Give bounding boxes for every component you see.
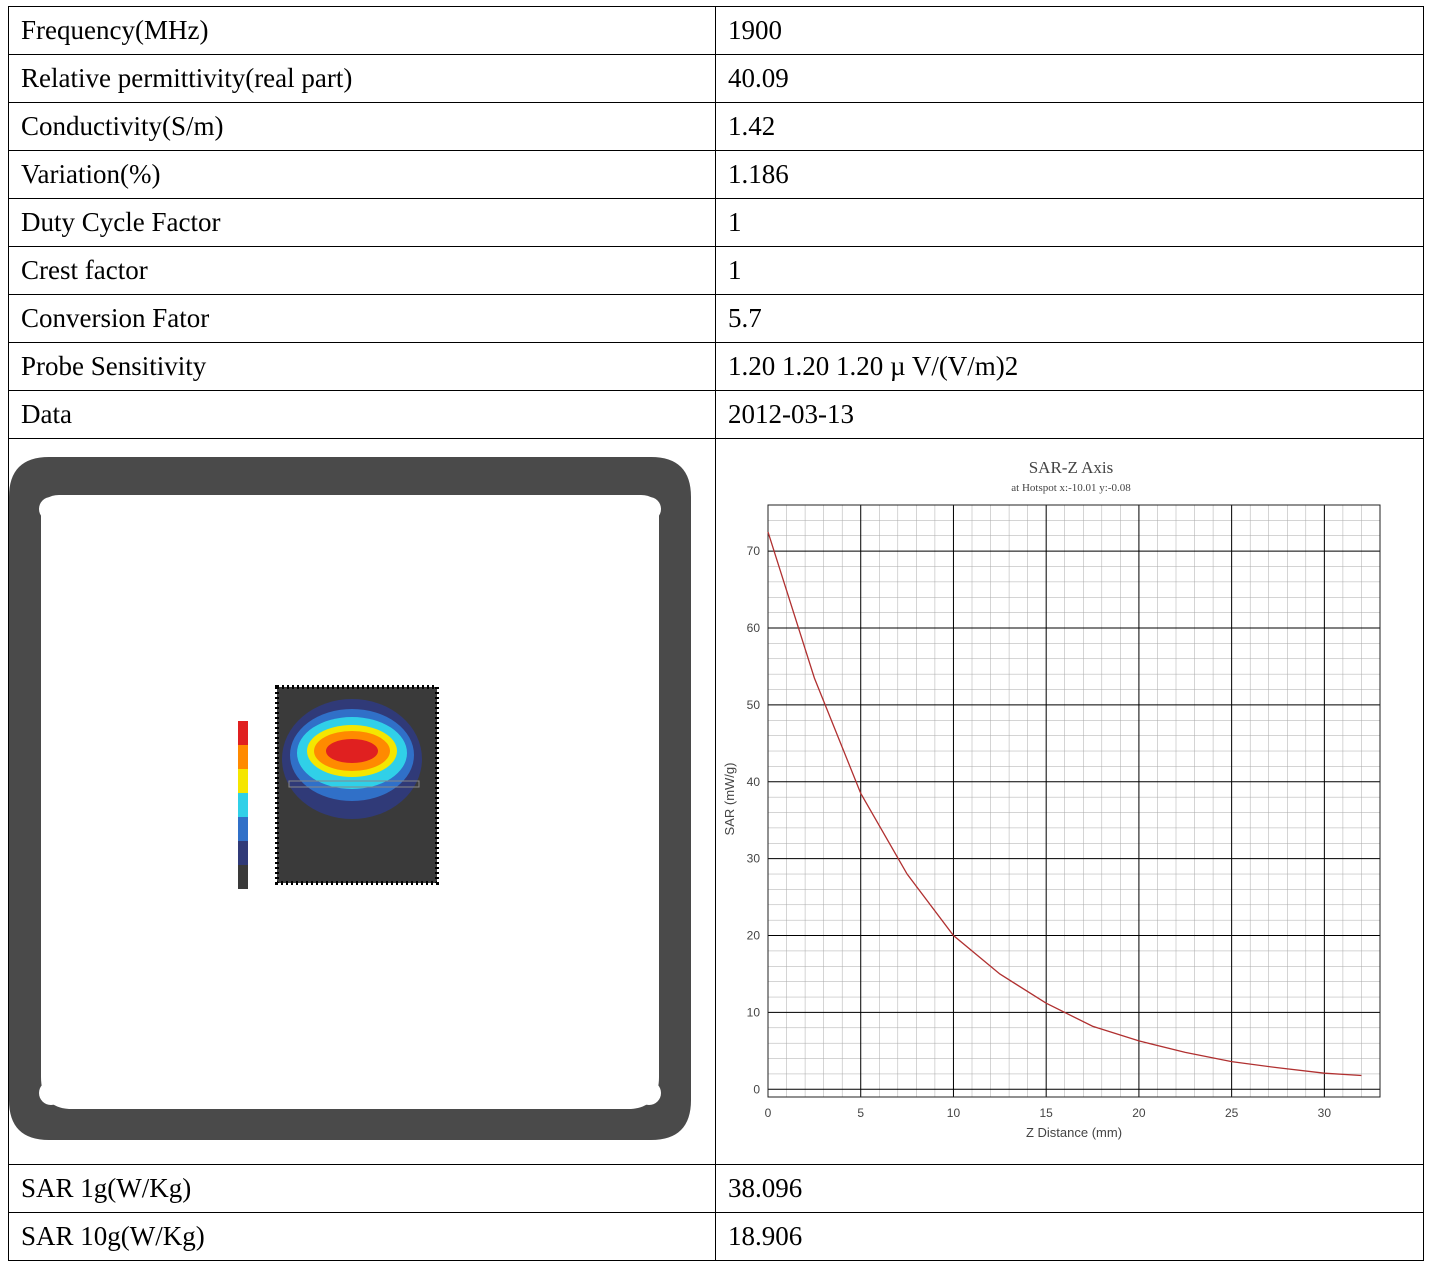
row-value: 5.7: [715, 294, 1424, 343]
table-row: Duty Cycle Factor 1: [8, 198, 1424, 247]
chart-subtitle: at Hotspot x:-10.01 y:-0.08: [1011, 482, 1131, 494]
phantom-scan-image: [9, 457, 691, 1140]
scan-map: [275, 685, 439, 885]
table-row: Frequency(MHz) 1900: [8, 6, 1424, 55]
figure-row: SAR-Z Axis at Hotspot x:-10.01 y:-0.08 0…: [8, 438, 1424, 1165]
y-tick-label: 70: [747, 544, 761, 558]
table-row: Variation(%) 1.186: [8, 150, 1424, 199]
row-value: 38.096: [715, 1164, 1424, 1213]
phantom-cell: [8, 438, 716, 1165]
table-row: Crest factor 1: [8, 246, 1424, 295]
row-label: SAR 10g(W/Kg): [8, 1212, 716, 1261]
row-value: 1: [715, 246, 1424, 295]
row-label: Data: [8, 390, 716, 439]
row-label: Variation(%): [8, 150, 716, 199]
x-tick-label: 25: [1225, 1106, 1239, 1120]
row-value: 2012-03-13: [715, 390, 1424, 439]
row-label: Relative permittivity(real part): [8, 54, 716, 103]
y-tick-label: 40: [747, 775, 761, 789]
y-tick-label: 50: [747, 698, 761, 712]
sar-curve: [767, 531, 1362, 1077]
y-axis-label: SAR (mW/g): [722, 763, 737, 836]
row-value: 40.09: [715, 54, 1424, 103]
chart-cell: SAR-Z Axis at Hotspot x:-10.01 y:-0.08 0…: [715, 438, 1424, 1165]
x-tick-label: 30: [1318, 1106, 1332, 1120]
table-row: Conversion Fator 5.7: [8, 294, 1424, 343]
table-row: Data 2012-03-13: [8, 390, 1424, 439]
chart-title: SAR-Z Axis: [1029, 458, 1114, 477]
table-row: Relative permittivity(real part) 40.09: [8, 54, 1424, 103]
row-value: 1.42: [715, 102, 1424, 151]
y-tick-label: 60: [747, 621, 761, 635]
x-axis-label: Z Distance (mm): [1026, 1125, 1122, 1140]
y-tick-label: 30: [747, 852, 761, 866]
row-value: 18.906: [715, 1212, 1424, 1261]
y-tick-label: 0: [753, 1082, 760, 1096]
x-tick-label: 0: [765, 1106, 772, 1120]
x-tick-label: 5: [857, 1106, 864, 1120]
table-row: Probe Sensitivity 1.20 1.20 1.20 µ V/(V/m…: [8, 342, 1424, 391]
y-tick-label: 20: [747, 929, 761, 943]
row-value: 1: [715, 198, 1424, 247]
table-row: SAR 10g(W/Kg) 18.906: [8, 1212, 1424, 1261]
x-tick-label: 15: [1040, 1106, 1054, 1120]
row-label: Conductivity(S/m): [8, 102, 716, 151]
row-label: Frequency(MHz): [8, 6, 716, 55]
x-tick-label: 10: [947, 1106, 961, 1120]
table-row: SAR 1g(W/Kg) 38.096: [8, 1164, 1424, 1213]
row-label: Conversion Fator: [8, 294, 716, 343]
table-row: Conductivity(S/m) 1.42: [8, 102, 1424, 151]
row-value: 1900: [715, 6, 1424, 55]
y-tick-label: 10: [747, 1005, 761, 1019]
color-scale: [238, 721, 248, 889]
sar-z-chart: SAR-Z Axis at Hotspot x:-10.01 y:-0.08 0…: [722, 458, 1381, 1140]
x-tick-label: 20: [1132, 1106, 1146, 1120]
row-label: Crest factor: [8, 246, 716, 295]
row-label: SAR 1g(W/Kg): [8, 1164, 716, 1213]
row-label: Duty Cycle Factor: [8, 198, 716, 247]
measurement-table: Frequency(MHz) 1900 Relative permittivity(…: [8, 6, 1424, 1261]
row-value: 1.186: [715, 150, 1424, 199]
row-value: 1.20 1.20 1.20 µ V/(V/m)2: [715, 342, 1424, 391]
row-label: Probe Sensitivity: [8, 342, 716, 391]
plot-frame: [767, 504, 1381, 1098]
